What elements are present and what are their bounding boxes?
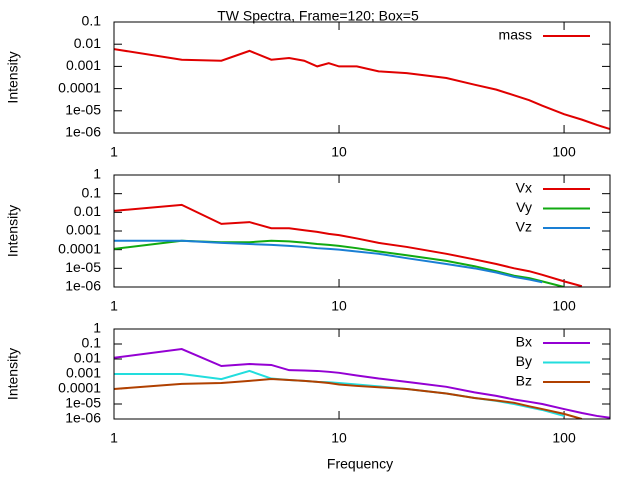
x-tick-label: 100 <box>552 430 576 446</box>
y-tick-label: 0.1 <box>82 13 102 29</box>
y-tick-label: 0.01 <box>74 35 101 51</box>
y-tick-label: 1e-06 <box>65 124 101 140</box>
y-axis-label: Intensity <box>5 205 21 257</box>
y-tick-label: 1e-06 <box>65 278 101 294</box>
y-tick-label: 0.1 <box>82 184 102 200</box>
y-tick-label: 0.01 <box>74 203 101 219</box>
series-line <box>114 203 583 287</box>
y-tick-label: 0.001 <box>66 365 101 381</box>
series-line <box>114 48 610 131</box>
y-tick-label: 1e-06 <box>65 410 101 426</box>
y-axis-label: Intensity <box>5 348 21 400</box>
x-axis-label: Frequency <box>327 456 393 472</box>
y-tick-label: 1e-05 <box>65 259 101 275</box>
y-tick-label: 0.01 <box>74 350 101 366</box>
y-tick-label: 0.1 <box>82 335 102 351</box>
x-tick-label: 10 <box>331 430 347 446</box>
series-line <box>114 348 610 419</box>
series-line <box>114 239 543 284</box>
y-tick-label: 0.001 <box>66 57 101 73</box>
x-tick-label: 10 <box>331 298 347 314</box>
y-tick-label: 0.001 <box>66 222 101 238</box>
x-tick-label: 10 <box>331 144 347 160</box>
series-line <box>114 369 565 417</box>
x-tick-label: 1 <box>110 430 118 446</box>
x-tick-label: 100 <box>552 298 576 314</box>
x-tick-label: 1 <box>110 144 118 160</box>
legend-label: Vx <box>516 180 532 196</box>
y-tick-label: 1e-05 <box>65 395 101 411</box>
y-tick-label: 0.0001 <box>58 79 101 95</box>
y-tick-label: 1 <box>93 320 101 336</box>
legend-label: By <box>516 353 532 369</box>
legend-label: Bz <box>516 373 532 389</box>
plot-frame <box>113 174 611 288</box>
y-axis-label: Intensity <box>5 51 21 103</box>
legend-label: Vz <box>516 219 532 235</box>
series-line <box>114 239 565 287</box>
chart-title: TW Spectra, Frame=120; Box=5 <box>217 8 419 24</box>
y-tick-label: 0.0001 <box>58 380 101 396</box>
series-line <box>114 378 583 419</box>
y-tick-label: 0.0001 <box>58 240 101 256</box>
legend-label: Bx <box>516 334 532 350</box>
x-tick-label: 100 <box>552 144 576 160</box>
plot-frame <box>113 328 611 420</box>
legend-label: Vy <box>516 199 532 215</box>
plot-frame <box>113 21 611 134</box>
y-tick-label: 1e-05 <box>65 102 101 118</box>
y-tick-label: 1 <box>93 166 101 182</box>
x-tick-label: 1 <box>110 298 118 314</box>
legend-label: mass <box>499 27 532 43</box>
